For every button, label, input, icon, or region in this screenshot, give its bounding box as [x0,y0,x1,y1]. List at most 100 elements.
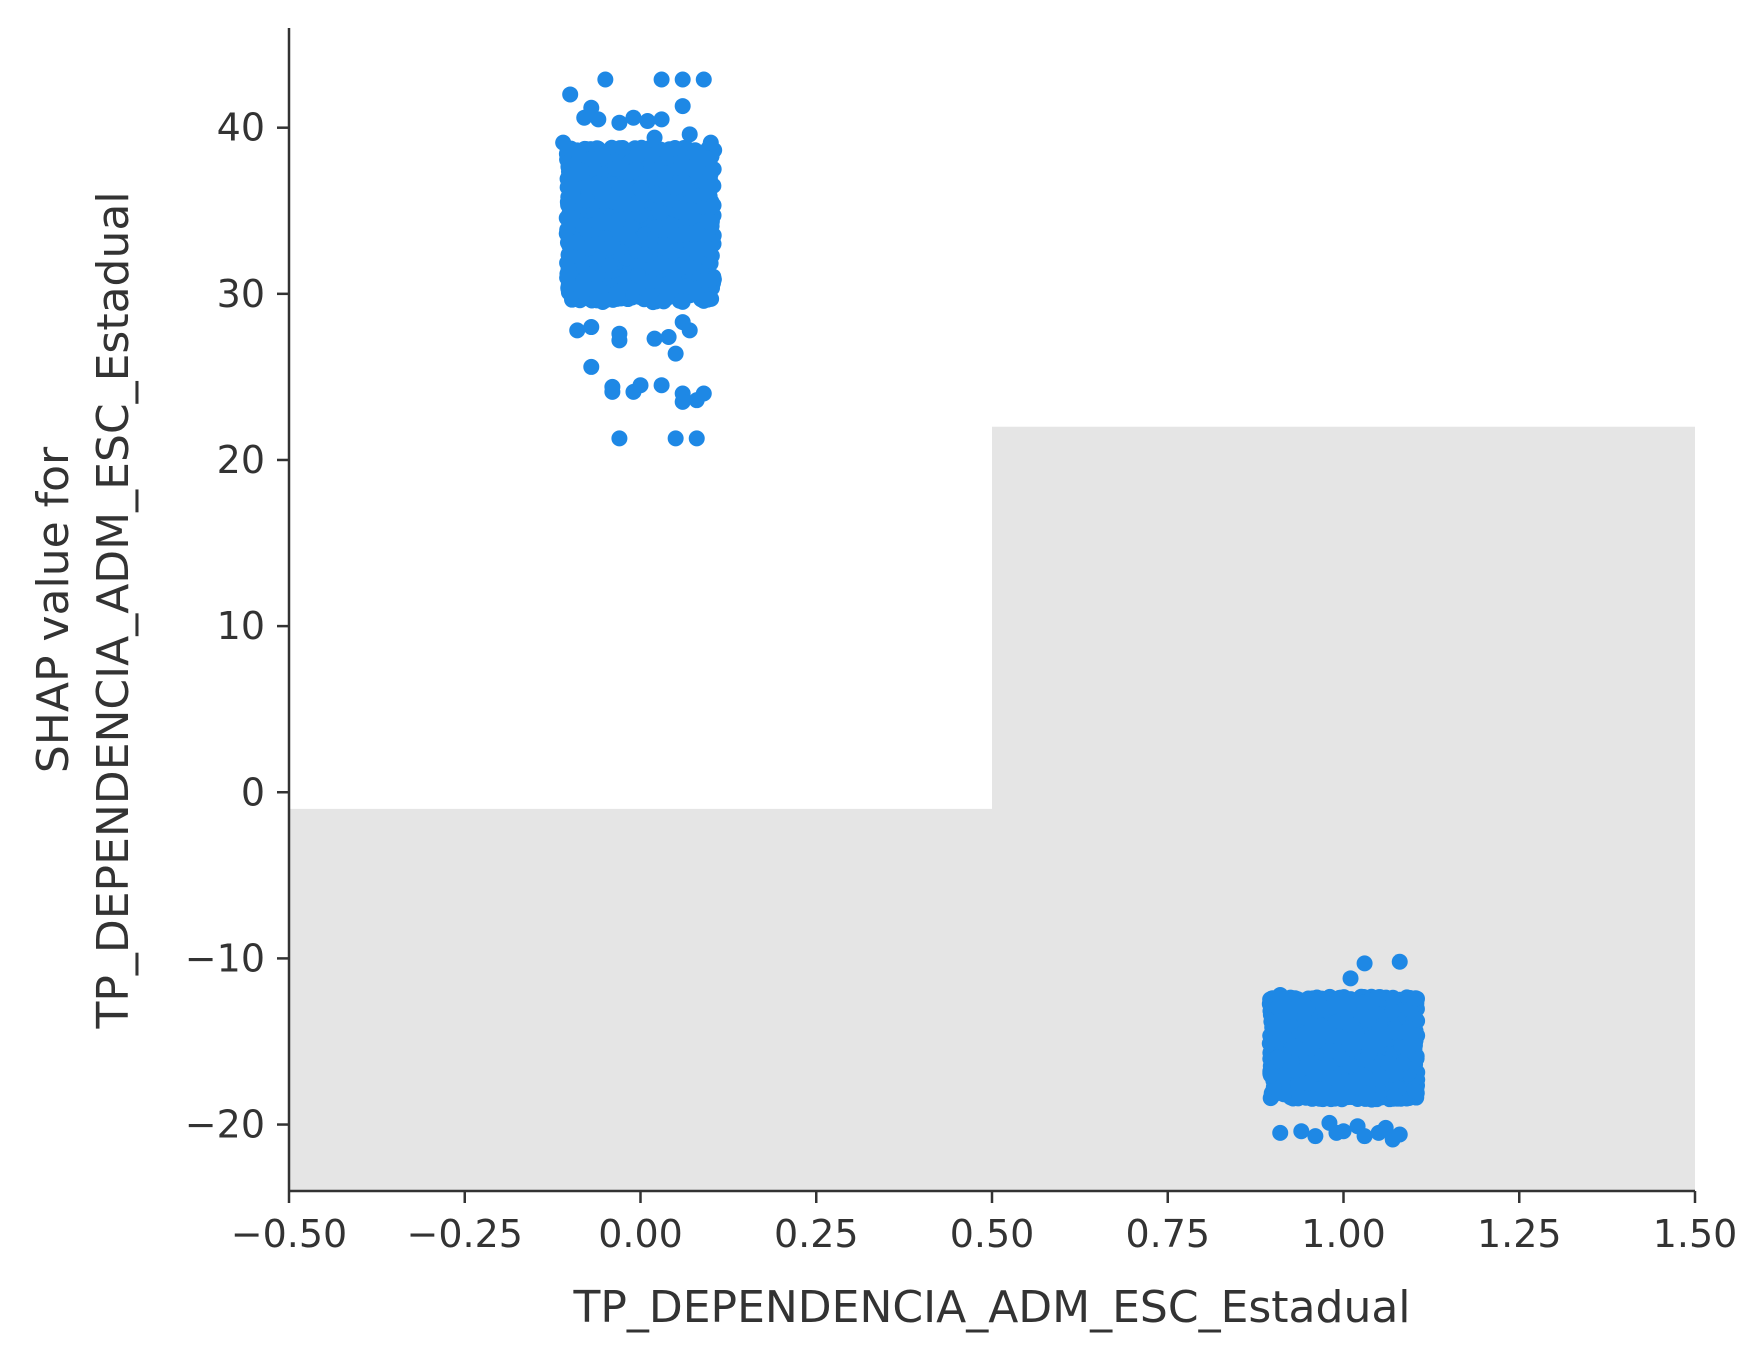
y-tick-label: 0 [241,770,265,814]
data-point-outlier [667,430,684,447]
data-point [565,166,582,183]
x-tick-label: 1.25 [1477,1212,1562,1256]
data-point [1386,1087,1403,1104]
data-point-outlier [1321,1114,1338,1131]
data-point [562,181,579,198]
data-point-outlier [583,319,600,336]
data-point [1275,1067,1292,1084]
y-axis-title-line-2: TP_DEPENDENCIA_ADM_ESC_Estadual [88,191,139,1029]
data-point [603,236,620,253]
data-point [568,234,585,251]
data-point [1407,1083,1424,1100]
data-point-outlier [611,114,628,131]
data-point [1281,1001,1298,1018]
data-point-outlier [583,358,600,375]
data-point-outlier [1307,1128,1324,1145]
data-point [694,149,711,166]
data-point [570,143,587,160]
histogram-background [289,426,1695,1191]
data-point-outlier [681,126,698,143]
data-point [1322,1042,1339,1059]
data-point [632,180,649,197]
data-point [700,241,717,258]
data-point [597,292,614,309]
data-point-outlier [702,134,719,151]
point-cluster-0 [555,71,723,447]
data-point-outlier [646,129,663,146]
y-tick-label: 40 [217,106,265,150]
data-point [628,147,645,164]
data-point [1380,1055,1397,1072]
data-point [1355,994,1372,1011]
data-point [682,201,699,218]
data-point [641,286,658,303]
data-point-outlier [1272,986,1289,1003]
data-point-outlier [555,134,572,151]
data-point-outlier [569,322,586,339]
data-point [1291,1074,1308,1091]
data-point [662,216,679,233]
y-axis-title-line-1: SHAP value for [28,446,79,773]
data-point [1384,1003,1401,1020]
data-point [1371,1021,1388,1038]
data-point-outlier [653,377,670,394]
data-point [643,147,660,164]
data-point [1330,1073,1347,1090]
data-point [575,217,592,234]
data-point [611,225,628,242]
data-point-outlier [611,332,628,349]
y-ticks: −20 −10 0 10 20 30 40 [185,106,289,1147]
y-tick-label: 20 [217,438,265,482]
data-point-outlier [674,393,691,410]
data-point [1342,1016,1359,1033]
data-point-outlier [674,98,691,115]
data-point [678,278,695,295]
data-point [1287,1062,1304,1079]
data-point [657,165,674,182]
x-tick-label: −0.50 [231,1212,347,1256]
data-point [705,197,722,214]
data-point [1291,1088,1308,1105]
data-point [685,240,702,257]
data-point [1407,990,1424,1007]
data-point-outlier [1391,1126,1408,1143]
data-point [1262,1067,1279,1084]
data-point-outlier [1272,1124,1289,1141]
data-point [699,213,716,230]
data-point-outlier [653,71,670,88]
data-point-outlier [562,86,579,103]
x-tick-label: 0.50 [950,1212,1035,1256]
data-point [678,176,695,193]
data-point [1344,1030,1361,1047]
data-point [1323,998,1340,1015]
x-tick-label: 0.00 [598,1212,683,1256]
data-point [1352,1066,1369,1083]
data-point [1269,1049,1286,1066]
data-point-outlier [632,377,649,394]
data-point-outlier [597,71,614,88]
data-point-outlier [674,71,691,88]
data-point-outlier [681,322,698,339]
x-ticks: −0.50 −0.25 0.00 0.25 0.50 0.75 1.00 1.25 1.50 [231,1191,1737,1256]
histogram-bar-0 [289,808,992,1191]
y-axis-title: SHAP value for TP_DEPENDENCIA_ADM_ESC_Es… [28,191,139,1029]
data-point [577,192,594,209]
data-point [589,175,606,192]
data-point [560,276,577,293]
data-point [564,247,581,264]
data-point [618,184,635,201]
point-cluster-1 [1261,953,1426,1148]
data-point [697,186,714,203]
data-point [680,259,697,276]
scatter-points [555,71,1426,1148]
data-point [607,160,624,177]
data-point [619,196,636,213]
data-point [1303,1090,1320,1107]
data-point [1330,1028,1347,1045]
data-point [685,188,702,205]
data-point [657,257,674,274]
data-point-outlier [688,392,705,409]
data-point [636,246,653,263]
data-point [1361,1043,1378,1060]
